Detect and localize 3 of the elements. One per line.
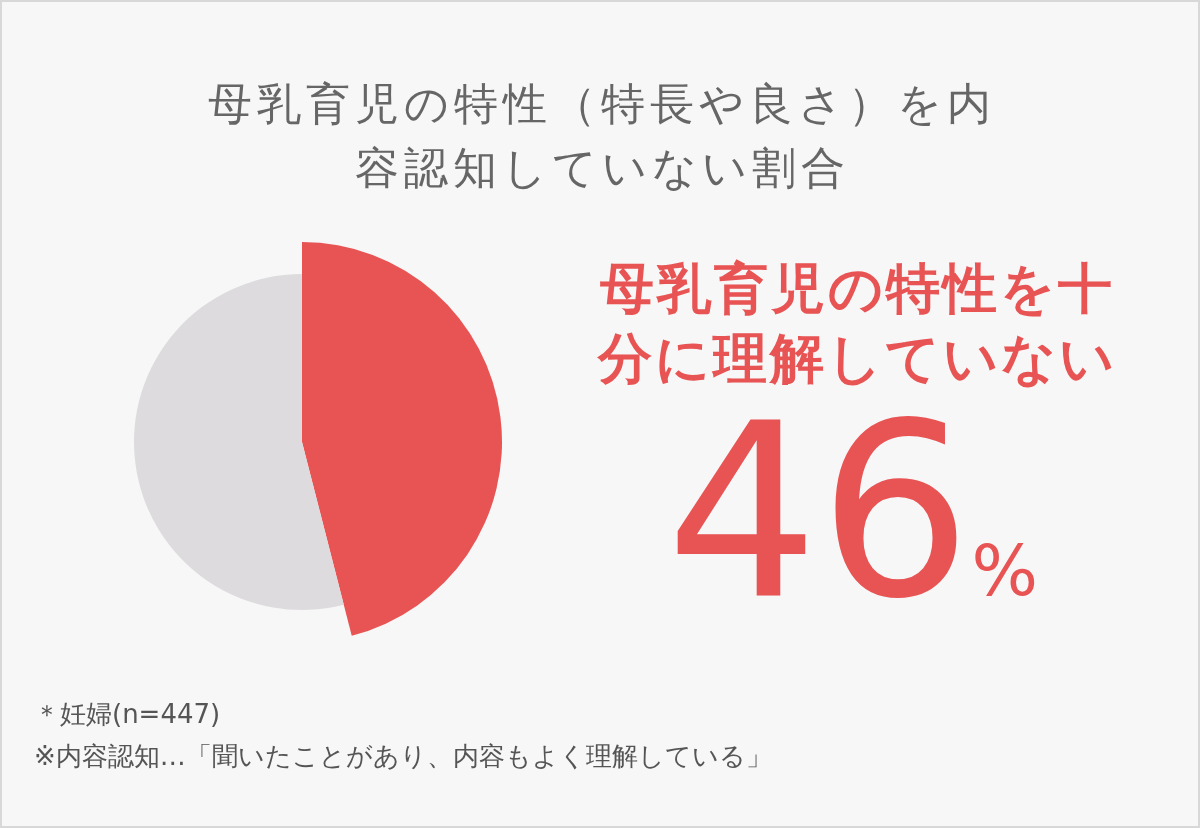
- chart-title: 母乳育児の特性（特長や良さ）を内容認知していない割合: [207, 77, 997, 195]
- text: ＊妊婦(n=447): [34, 698, 221, 731]
- text: ※内容認知…「聞いたことがあり、内容もよく理解している」: [34, 740, 772, 773]
